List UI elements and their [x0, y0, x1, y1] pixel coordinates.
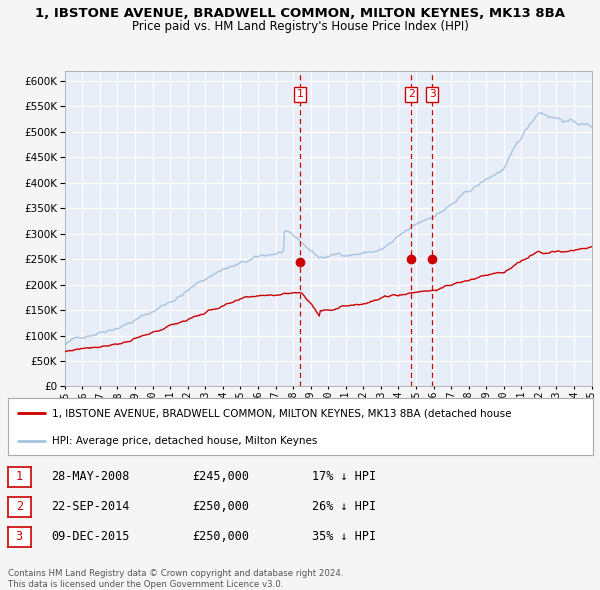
Text: £245,000: £245,000 [192, 470, 249, 483]
Text: 2: 2 [16, 500, 23, 513]
Text: 2: 2 [408, 90, 415, 100]
Text: 1: 1 [16, 470, 23, 483]
Text: Contains HM Land Registry data © Crown copyright and database right 2024.
This d: Contains HM Land Registry data © Crown c… [8, 569, 343, 589]
Text: 1, IBSTONE AVENUE, BRADWELL COMMON, MILTON KEYNES, MK13 8BA (detached house: 1, IBSTONE AVENUE, BRADWELL COMMON, MILT… [52, 408, 511, 418]
Text: 3: 3 [16, 530, 23, 543]
Text: Price paid vs. HM Land Registry's House Price Index (HPI): Price paid vs. HM Land Registry's House … [131, 20, 469, 33]
Text: 28-MAY-2008: 28-MAY-2008 [51, 470, 130, 483]
Text: 1, IBSTONE AVENUE, BRADWELL COMMON, MILTON KEYNES, MK13 8BA: 1, IBSTONE AVENUE, BRADWELL COMMON, MILT… [35, 7, 565, 20]
Text: 17% ↓ HPI: 17% ↓ HPI [312, 470, 376, 483]
Text: 22-SEP-2014: 22-SEP-2014 [51, 500, 130, 513]
Text: £250,000: £250,000 [192, 500, 249, 513]
Text: HPI: Average price, detached house, Milton Keynes: HPI: Average price, detached house, Milt… [52, 436, 317, 446]
Text: 09-DEC-2015: 09-DEC-2015 [51, 530, 130, 543]
Text: 1: 1 [297, 90, 304, 100]
Text: 3: 3 [429, 90, 436, 100]
Text: £250,000: £250,000 [192, 530, 249, 543]
Text: 35% ↓ HPI: 35% ↓ HPI [312, 530, 376, 543]
Text: 26% ↓ HPI: 26% ↓ HPI [312, 500, 376, 513]
